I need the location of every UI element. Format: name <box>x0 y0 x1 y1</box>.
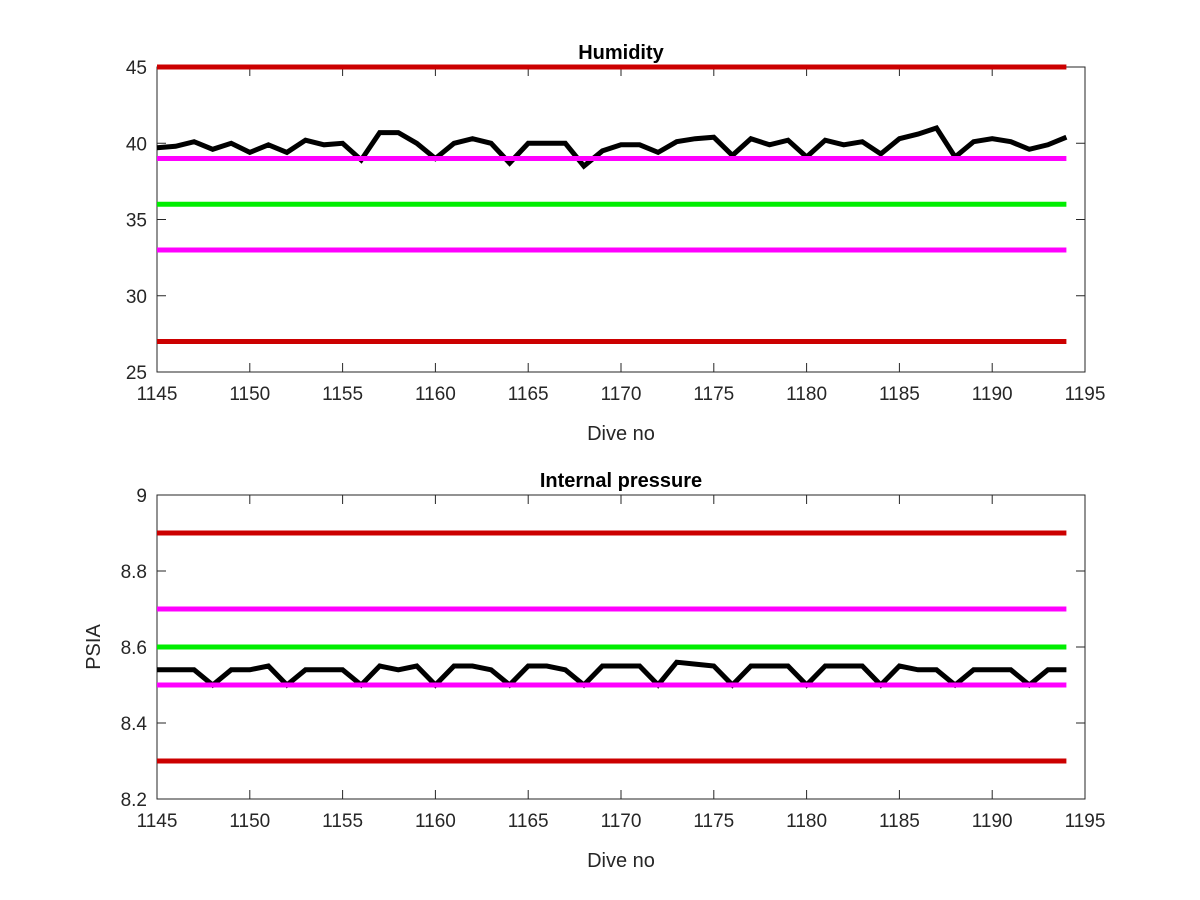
x-tick-label: 1175 <box>693 811 734 832</box>
y-tick-label: 40 <box>126 134 147 155</box>
x-tick-label: 1170 <box>601 811 642 832</box>
y-tick-label: 8.6 <box>121 638 147 659</box>
x-tick-label: 1165 <box>508 384 549 405</box>
x-tick-label: 1145 <box>137 811 178 832</box>
humidity-plot: 1145 1150 1155 1160 1165 1170 1175 1180 1185 1190… <box>126 42 1106 445</box>
x-tick-label: 1180 <box>786 811 827 832</box>
axes-box <box>156 66 1086 373</box>
x-axis-label: Dive no <box>587 423 655 445</box>
x-tick-label: 1160 <box>415 811 456 832</box>
y-tick-label: 30 <box>126 287 147 308</box>
x-tick-label: 1190 <box>972 811 1013 832</box>
x-tick-label: 1170 <box>601 384 642 405</box>
x-tick-label: 1165 <box>508 811 549 832</box>
y-tick-label: 8.2 <box>121 790 147 811</box>
y-tick-label: 8.8 <box>121 562 147 583</box>
y-tick-label: 9 <box>136 486 147 507</box>
x-axis-label: Dive no <box>587 850 655 872</box>
data-series-line <box>156 125 1068 170</box>
x-tick-label: 1195 <box>1065 811 1106 832</box>
x-tick-label: 1195 <box>1065 384 1106 405</box>
chart-title: Internal pressure <box>540 470 702 492</box>
x-tick-label: 1160 <box>415 384 456 405</box>
x-tick-label: 1150 <box>229 384 270 405</box>
x-tick-label: 1145 <box>137 384 178 405</box>
x-tick-label: 1155 <box>322 811 363 832</box>
y-tick-label: 35 <box>126 211 147 232</box>
x-tick-label: 1155 <box>322 384 363 405</box>
x-tick-label: 1180 <box>786 384 827 405</box>
internal-pressure-plot: 1145 1150 1155 1160 1165 1170 1175 1180 1185 1190… <box>83 470 1105 872</box>
x-tick-label: 1185 <box>879 384 920 405</box>
x-tick-label: 1185 <box>879 811 920 832</box>
chart-title: Humidity <box>578 42 664 64</box>
y-tick-label: 25 <box>126 363 147 384</box>
data-series-line <box>157 659 1067 689</box>
x-tick-label: 1150 <box>229 811 270 832</box>
y-tick-label: 45 <box>126 58 147 79</box>
y-tick-label: 8.4 <box>121 714 148 735</box>
x-tick-label: 1190 <box>972 384 1013 405</box>
x-tick-label: 1175 <box>693 384 734 405</box>
y-axis-label: PSIA <box>83 624 105 670</box>
